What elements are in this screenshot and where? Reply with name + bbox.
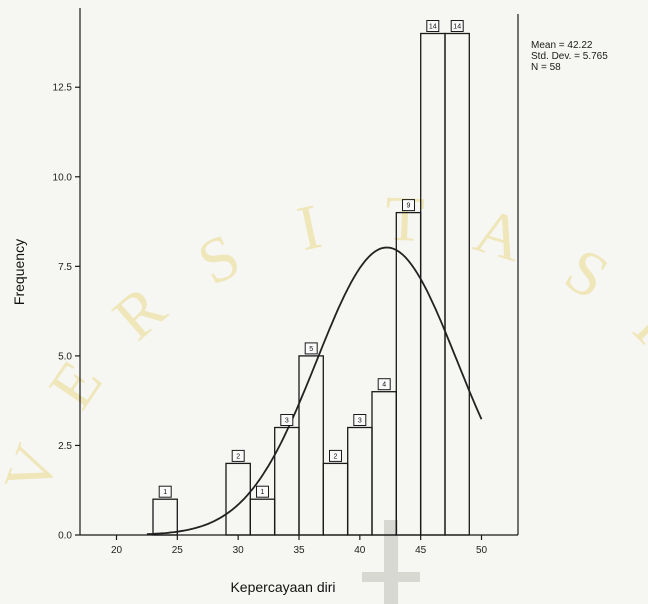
y-tick-label-3: 7.5 xyxy=(58,262,72,273)
bar-data-label-9: 14 xyxy=(429,24,437,31)
histogram-bar-0 xyxy=(153,499,177,535)
histogram-bar-6 xyxy=(348,428,372,536)
histogram-bar-1 xyxy=(226,463,250,535)
legend-n: N = 58 xyxy=(531,62,608,73)
y-tick-label-2: 5.0 xyxy=(58,351,72,362)
statistics-legend: Mean = 42.22 Std. Dev. = 5.765 N = 58 xyxy=(531,40,608,73)
watermark-letter: E xyxy=(35,348,116,420)
histogram-bar-3 xyxy=(275,428,299,536)
bar-data-label-3: 3 xyxy=(285,418,289,425)
y-tick-label-0: 0.0 xyxy=(58,531,72,542)
watermark-letter: K xyxy=(621,292,648,375)
x-tick-label-3: 35 xyxy=(293,545,305,556)
watermark-letter: S xyxy=(187,219,251,298)
legend-mean: Mean = 42.22 xyxy=(531,40,608,51)
bar-data-label-2: 1 xyxy=(261,489,265,496)
histogram-bars xyxy=(153,34,469,536)
y-tick-label-4: 10.0 xyxy=(53,172,73,183)
bar-data-label-1: 2 xyxy=(236,453,240,460)
x-tick-label-2: 30 xyxy=(233,545,245,556)
histogram-bar-5 xyxy=(323,463,347,535)
bar-data-label-7: 4 xyxy=(382,382,386,389)
x-axis-title: Kepercayaan diri xyxy=(230,579,335,595)
bar-data-label-4: 5 xyxy=(309,346,313,353)
x-tick-label-1: 25 xyxy=(172,545,184,556)
x-tick-label-5: 45 xyxy=(415,545,427,556)
normal-curve-layer xyxy=(147,248,482,535)
bar-data-label-5: 2 xyxy=(334,453,338,460)
y-tick-label-5: 12.5 xyxy=(53,83,73,94)
bar-data-label-6: 3 xyxy=(358,418,362,425)
legend-std-dev: Std. Dev. = 5.765 xyxy=(531,51,608,62)
normal-distribution-curve xyxy=(147,248,482,535)
bar-data-label-8: 9 xyxy=(407,203,411,210)
y-tick-label-1: 2.5 xyxy=(58,441,72,452)
x-tick-label-6: 50 xyxy=(476,545,488,556)
histogram-bar-7 xyxy=(372,392,396,535)
watermark-letter: T xyxy=(384,183,426,255)
watermark-letter: S xyxy=(554,234,621,313)
bar-data-label-10: 14 xyxy=(453,24,461,31)
watermark-letter: I xyxy=(291,190,327,264)
watermark-letter: R xyxy=(100,272,179,354)
watermark-emblem-horizontal xyxy=(362,572,420,582)
watermark-letter: A xyxy=(467,194,532,275)
x-tick-label-0: 20 xyxy=(111,545,123,556)
bar-data-label-0: 1 xyxy=(163,489,167,496)
university-watermark: VERSITASKA xyxy=(0,183,648,604)
histogram-bar-2 xyxy=(250,499,274,535)
histogram-bar-10 xyxy=(445,34,469,536)
y-axis-title: Frequency xyxy=(11,239,27,305)
x-tick-label-4: 40 xyxy=(354,545,366,556)
histogram-bar-4 xyxy=(299,356,323,535)
